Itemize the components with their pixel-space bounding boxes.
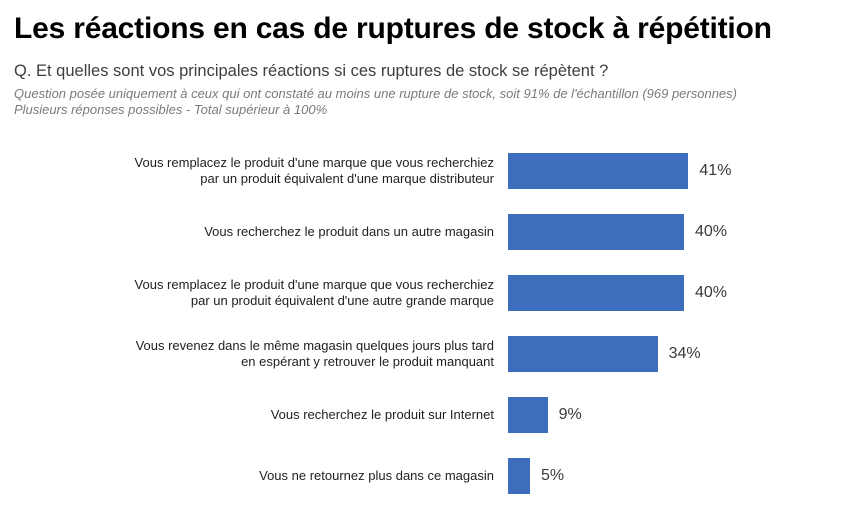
chart-row: Vous recherchez le produit sur Internet 9… xyxy=(0,384,861,445)
bar xyxy=(508,213,684,250)
category-label: Vous recherchez le produit sur Internet xyxy=(270,406,494,422)
question-text: Q. Et quelles sont vos principales réact… xyxy=(14,62,609,80)
chart-row: Vous recherchez le produit dans un autre… xyxy=(0,201,861,262)
category-label: Vous revenez dans le même magasin quelqu… xyxy=(135,337,494,369)
bar xyxy=(508,335,658,372)
value-label: 34% xyxy=(668,344,701,362)
bar-and-value: 5% xyxy=(500,457,565,494)
value-label: 40% xyxy=(695,222,728,240)
note-line-1: Question posée uniquement à ceux qui ont… xyxy=(14,86,737,101)
category-label: Vous ne retournez plus dans ce magasin xyxy=(259,467,494,483)
chart-row: Vous remplacez le produit d'une marque q… xyxy=(0,140,861,201)
bar xyxy=(508,457,530,494)
value-label: 9% xyxy=(558,405,582,423)
chart-rows: Vous remplacez le produit d'une marque q… xyxy=(0,140,861,506)
bar-and-value: 40% xyxy=(500,274,728,311)
chart-row: Vous remplacez le produit d'une marque q… xyxy=(0,262,861,323)
bar xyxy=(508,152,689,189)
category-label: Vous remplacez le produit d'une marque q… xyxy=(134,276,494,308)
bar-and-value: 9% xyxy=(500,396,582,433)
chart-row: Vous ne retournez plus dans ce magasin 5% xyxy=(0,445,861,506)
category-label: Vous remplacez le produit d'une marque q… xyxy=(134,154,494,186)
note-line-2: Plusieurs réponses possibles - Total sup… xyxy=(14,102,328,117)
value-label: 41% xyxy=(699,161,732,179)
value-label: 5% xyxy=(541,466,565,484)
category-label: Vous recherchez le produit dans un autre… xyxy=(204,223,494,239)
value-label: 40% xyxy=(695,283,728,301)
notes-block: Question posée uniquement à ceux qui ont… xyxy=(14,86,854,118)
slide-title: Les réactions en cas de ruptures de stoc… xyxy=(14,12,772,45)
bar xyxy=(508,274,684,311)
bar xyxy=(508,396,548,433)
bar-chart: Vous remplacez le produit d'une marque q… xyxy=(0,140,861,506)
bar-and-value: 40% xyxy=(500,213,728,250)
bar-and-value: 41% xyxy=(500,152,732,189)
slide-header: Les réactions en cas de ruptures de stoc… xyxy=(14,12,854,118)
bar-and-value: 34% xyxy=(500,335,701,372)
chart-row: Vous revenez dans le même magasin quelqu… xyxy=(0,323,861,384)
